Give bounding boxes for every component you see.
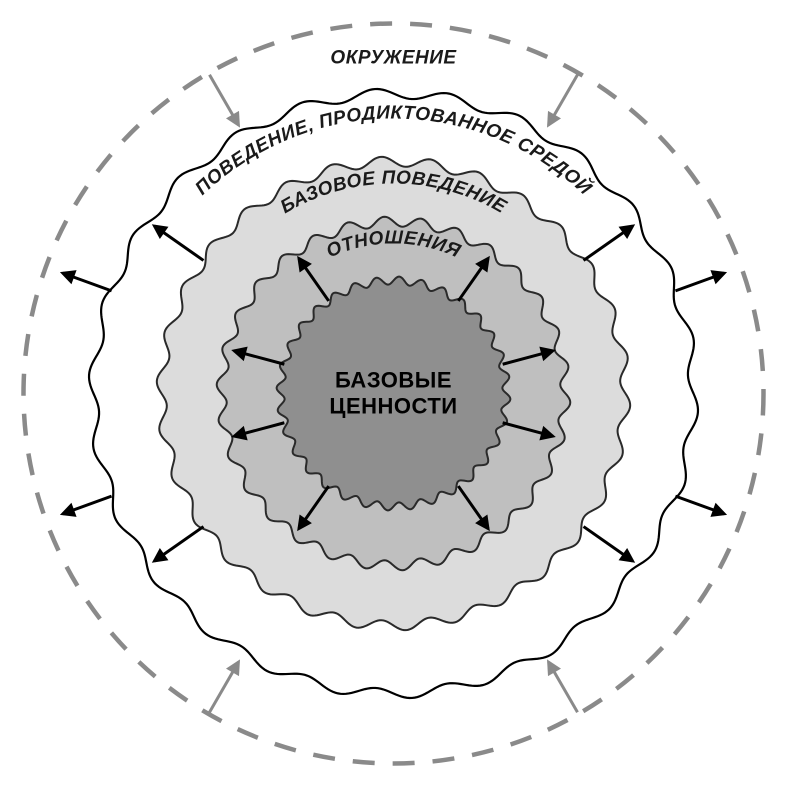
- arrow-inward_from_outer: [210, 75, 239, 125]
- label-center-line1: БАЗОВЫЕ: [335, 368, 452, 393]
- label-center-line2: ЦЕННОСТИ: [329, 394, 457, 419]
- arrow-inward_from_outer: [549, 75, 578, 125]
- onion-diagram: ОКРУЖЕНИЕПОВЕДЕНИЕ, ПРОДИКТОВАННОЕ СРЕДО…: [0, 0, 787, 787]
- arrow-inward_from_outer: [210, 662, 239, 712]
- arrow-inward_from_outer: [549, 662, 578, 712]
- arrow-outward_mid2: [675, 273, 724, 291]
- label-outer_dashed: ОКРУЖЕНИЕ: [330, 48, 457, 69]
- arrow-outward_mid2: [63, 496, 112, 514]
- arrow-outward_mid2: [675, 496, 724, 514]
- arrow-outward_mid2: [63, 273, 112, 291]
